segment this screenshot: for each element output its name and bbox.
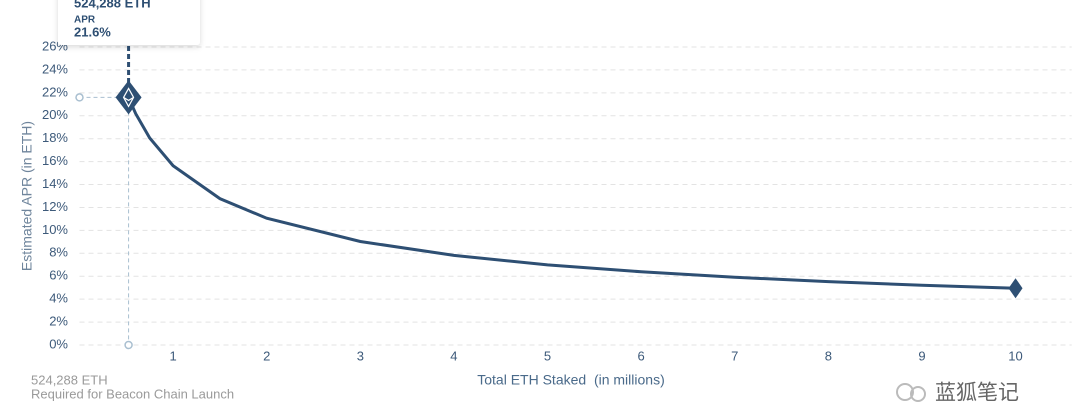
watermark-icon — [910, 386, 926, 402]
watermark: 蓝狐笔记 — [896, 382, 1019, 405]
x-tick-label: 5 — [544, 348, 551, 363]
y-tick-label: 8% — [49, 245, 68, 260]
guide-dot — [124, 340, 133, 350]
guide-dot — [75, 93, 84, 102]
y-tick-label: 14% — [42, 176, 68, 191]
x-tick-label: 9 — [918, 348, 925, 363]
y-tick-label: 12% — [42, 199, 68, 214]
annotation-amount: 524,288 ETH — [31, 372, 108, 387]
x-tick-label: 10 — [1008, 348, 1022, 363]
y-tick-label: 4% — [49, 291, 68, 306]
watermark-text: 蓝狐笔记 — [935, 382, 1019, 405]
x-tick-label: 3 — [357, 348, 364, 363]
y-tick-label: 16% — [42, 153, 68, 168]
tooltip-value: 21.6% — [74, 24, 111, 39]
y-tick-label: 18% — [42, 130, 68, 145]
y-tick-label: 22% — [42, 84, 68, 99]
y-tick-label: 10% — [42, 222, 68, 237]
x-tick-label: 8 — [825, 348, 832, 363]
watermark-icon — [896, 383, 914, 401]
x-axis-label: Total ETH Staked (in millions) — [477, 372, 665, 388]
x-tick-label: 1 — [169, 348, 176, 363]
annotation-note: Required for Beacon Chain Launch — [31, 386, 234, 401]
tooltip-box — [58, 0, 200, 45]
tooltip-amount: 524,288 ETH — [74, 0, 151, 10]
y-tick-label: 20% — [42, 107, 68, 122]
y-axis-label: Estimated APR (in ETH) — [19, 121, 35, 271]
point-marker — [1008, 278, 1023, 299]
x-tick-label: 7 — [731, 348, 738, 363]
eth-icon — [122, 87, 135, 108]
line — [127, 96, 1016, 290]
tooltip-label: APR — [74, 15, 96, 26]
y-tick-label: 2% — [49, 314, 68, 329]
point-marker — [115, 80, 142, 115]
y-tick-label: 6% — [49, 268, 68, 283]
y-tick-label: 0% — [49, 336, 68, 351]
x-tick-label: 4 — [450, 348, 457, 363]
x-tick-label: 6 — [638, 348, 645, 363]
tooltip: 524,288 ETH APR 21.6% — [58, 0, 200, 45]
x-tick-label: 2 — [263, 348, 270, 363]
y-tick-label: 24% — [42, 61, 68, 76]
